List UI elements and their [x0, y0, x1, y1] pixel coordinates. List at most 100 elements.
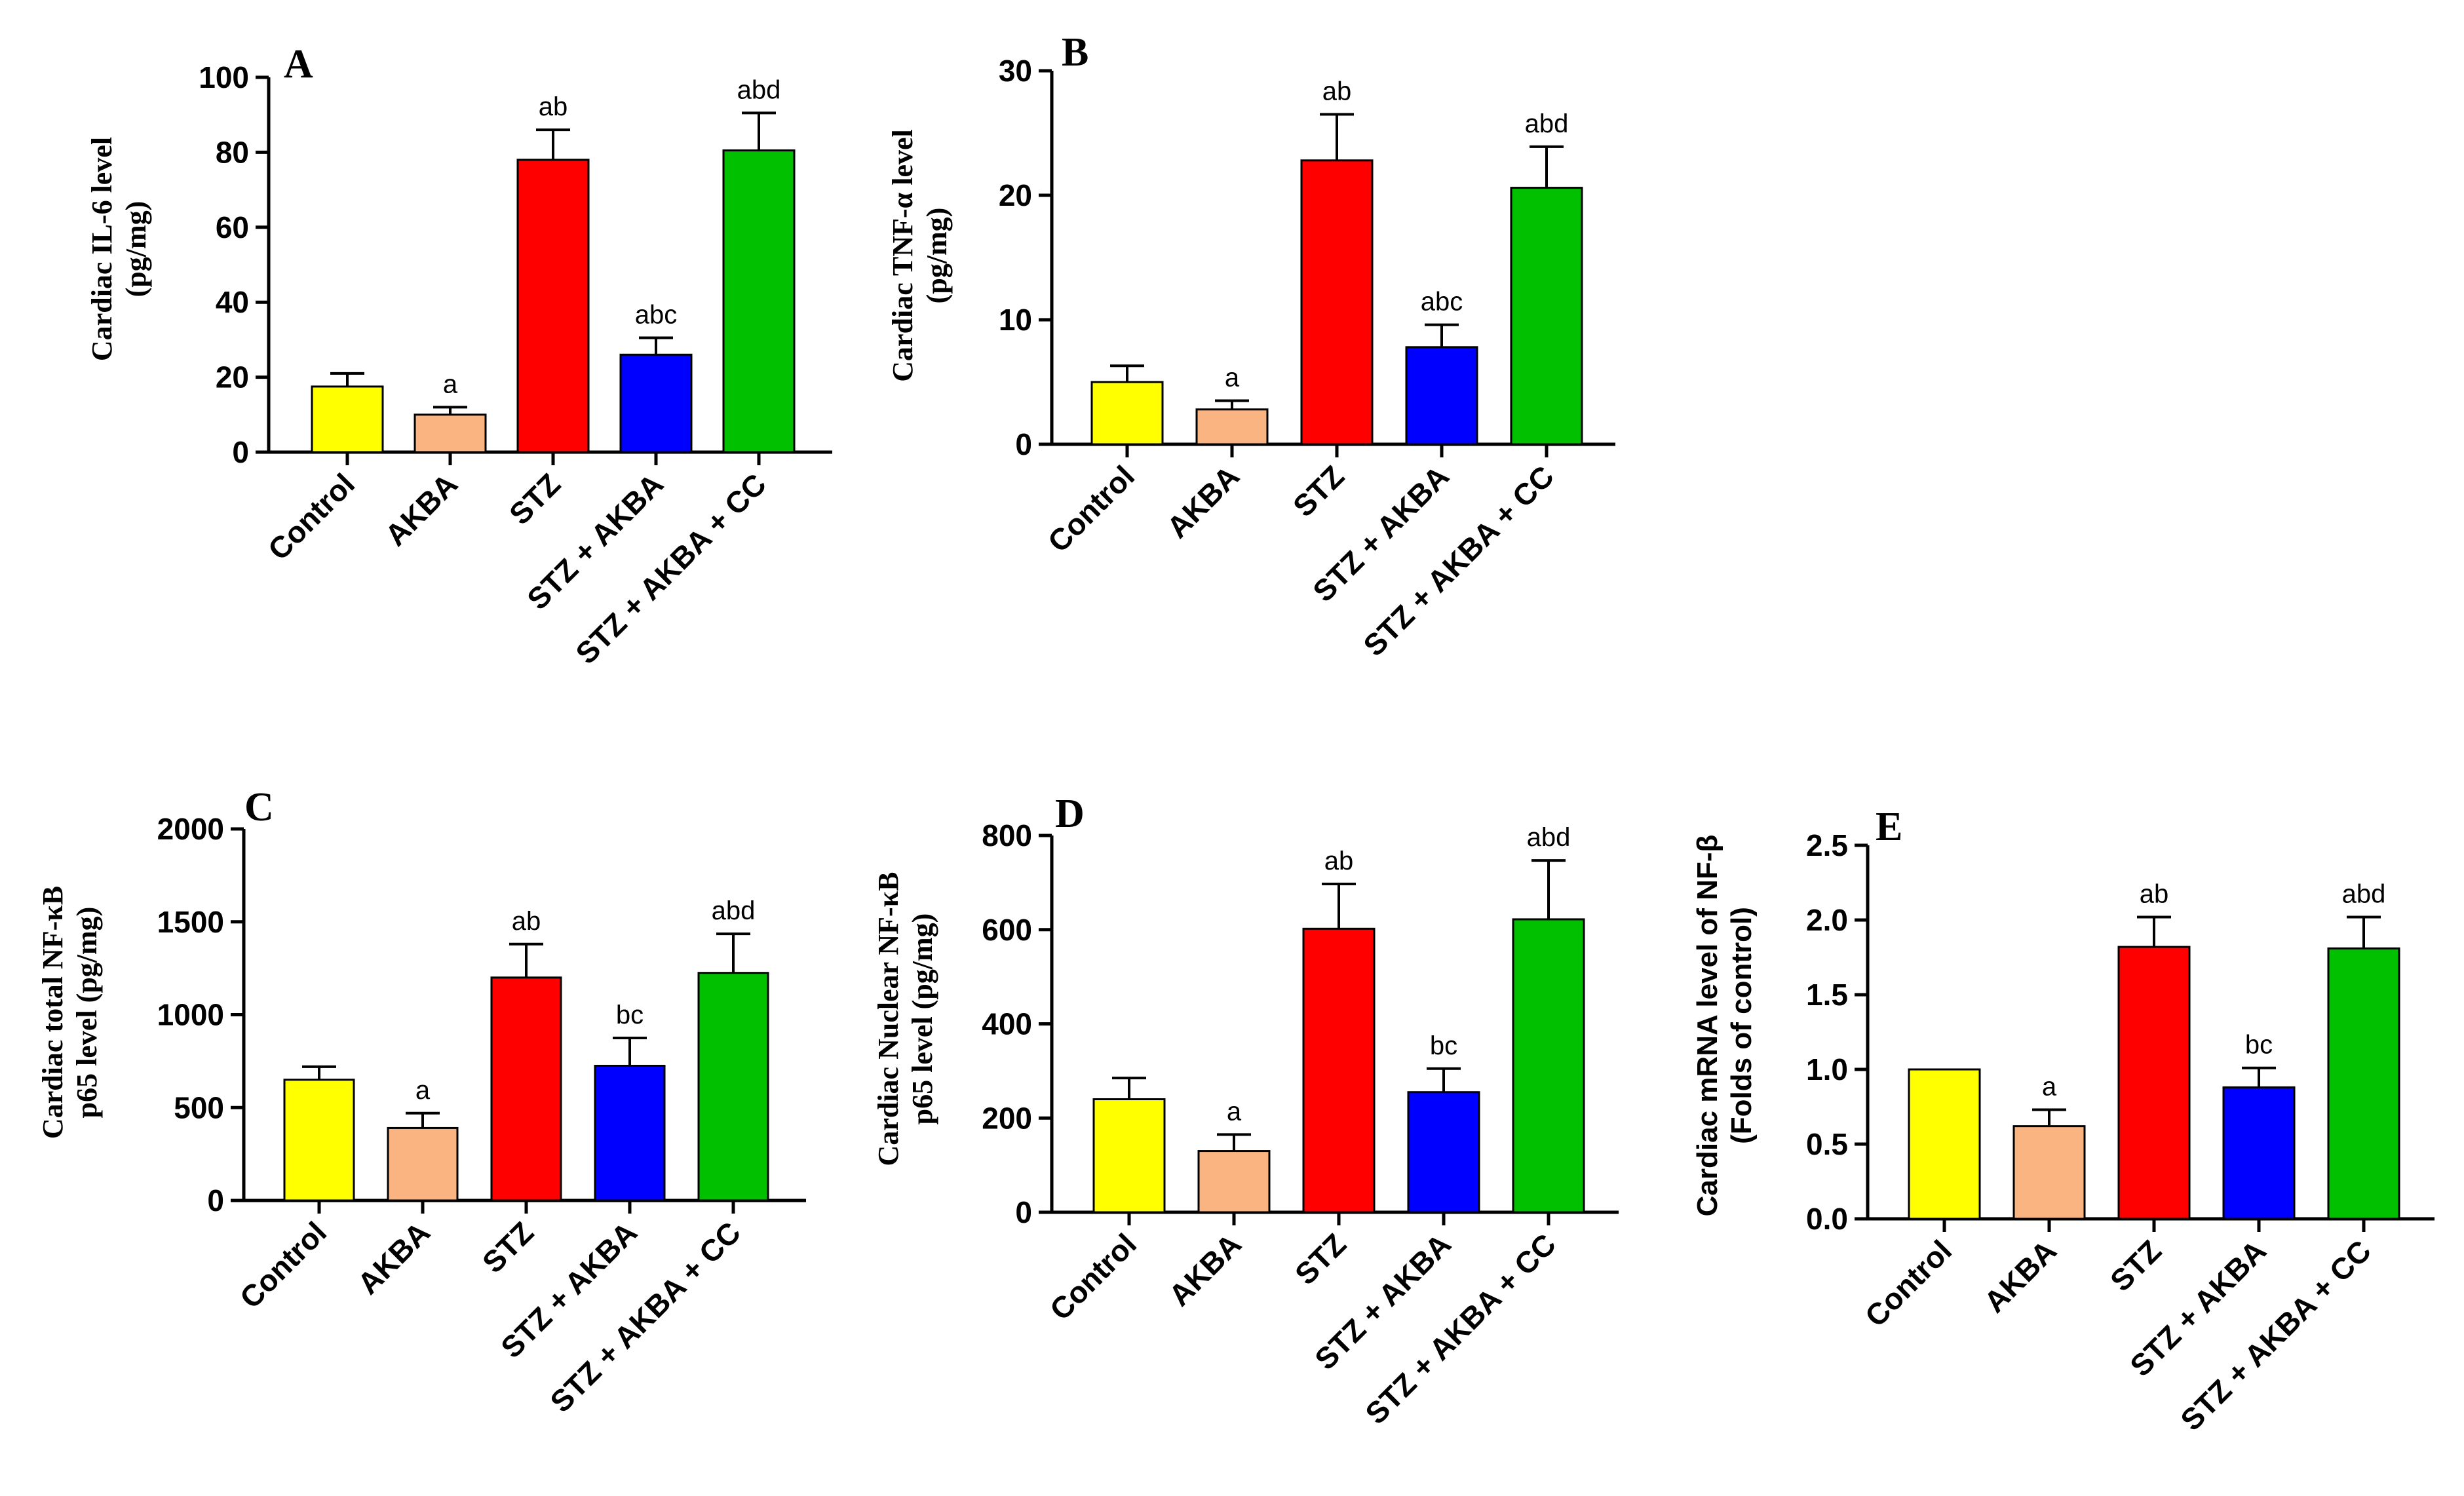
bar: [2327, 947, 2400, 1220]
x-tick-label: STZ + AKBA + CC: [543, 1215, 747, 1419]
x-tick-label: Control: [1858, 1233, 1958, 1333]
significance-label: ab: [2140, 879, 2169, 908]
y-axis-label-line: (Folds of control): [1725, 907, 1758, 1144]
bar: [1092, 1098, 1166, 1214]
bar: [2117, 946, 2191, 1220]
bar: [311, 385, 384, 453]
significance-label: a: [1225, 364, 1240, 393]
y-tick-label: 0: [232, 435, 249, 469]
significance-label: ab: [539, 92, 568, 121]
bar: [283, 1079, 355, 1202]
y-axis-label: Cardiac Nuclear NF-κB p65 level (pg/mg): [872, 872, 938, 1166]
chart-panel-a: 0 20 40 60 80 100 Cardiac IL-6 level (pg/mg) A Co…: [86, 42, 832, 670]
y-tick-label: 200: [982, 1101, 1032, 1135]
bar: [1407, 1091, 1480, 1214]
chart-panel-d: 0 200 400 600 800 Cardiac Nuclear NF-κB p65 le…: [872, 792, 1619, 1430]
x-tick-label: STZ + AKBA + CC: [2174, 1233, 2377, 1437]
panel-letter: B: [1062, 30, 1088, 75]
y-tick-label: 0: [1015, 427, 1032, 461]
significance-label: bc: [616, 1001, 644, 1029]
y-axis-label-line: (pg/mg): [120, 201, 152, 297]
bar: [2012, 1125, 2086, 1220]
x-tick-label: STZ + AKBA + CC: [1357, 459, 1560, 662]
x-tick-label: AKBA: [1160, 459, 1246, 545]
y-tick-label: 1.0: [1806, 1052, 1848, 1086]
y-axis-label: Cardiac IL-6 level (pg/mg): [86, 137, 152, 361]
x-tick-label: AKBA: [1977, 1233, 2063, 1319]
significance-label: a: [415, 1076, 431, 1105]
bar: [387, 1126, 459, 1202]
bar: [1195, 408, 1269, 446]
y-tick-label: 60: [216, 210, 249, 244]
significance-label: ab: [1324, 847, 1354, 875]
y-tick-label: 1.5: [1806, 978, 1848, 1012]
x-tick-label: Control: [1043, 1227, 1143, 1326]
significance-label: abd: [1525, 109, 1569, 138]
bar: [1302, 927, 1376, 1214]
y-tick-label: 500: [174, 1090, 224, 1124]
y-tick-label: 0.5: [1806, 1127, 1848, 1161]
bar: [1405, 346, 1478, 446]
y-tick-label: 0.0: [1806, 1202, 1848, 1236]
significance-label: a: [2042, 1073, 2057, 1102]
bar: [2222, 1086, 2296, 1220]
y-tick-label: 2000: [157, 812, 224, 846]
bar: [1197, 1150, 1271, 1214]
y-axis-label-line: Cardiac mRNA level of NF-β: [1691, 835, 1723, 1217]
bar: [516, 159, 590, 453]
significance-label: a: [443, 370, 458, 398]
bar: [1510, 187, 1583, 446]
bar: [490, 976, 562, 1202]
bar: [594, 1064, 666, 1202]
significance-label: abc: [1421, 288, 1463, 316]
significance-label: a: [1227, 1097, 1242, 1126]
x-tick-label: STZ + AKBA + CC: [1358, 1227, 1562, 1430]
y-axis-label-line: Cardiac IL-6 level: [86, 137, 118, 361]
significance-label: ab: [1322, 77, 1352, 106]
x-tick-label: STZ + AKBA + CC: [569, 467, 773, 670]
y-tick-label: 0: [207, 1183, 224, 1218]
bar: [414, 413, 487, 453]
y-axis-label-line: p65 level (pg/mg): [906, 913, 938, 1125]
y-axis-label-line: Cardiac total NF-κB: [37, 886, 69, 1139]
panel-letter: E: [1876, 805, 1902, 849]
y-tick-label: 2.0: [1806, 903, 1848, 937]
significance-label: ab: [512, 907, 541, 936]
y-tick-label: 30: [999, 54, 1032, 88]
y-tick-label: 2.5: [1806, 828, 1848, 862]
x-tick-label: Control: [233, 1215, 333, 1314]
bar: [1090, 381, 1164, 446]
x-tick-label: STZ: [1286, 459, 1351, 523]
x-tick-label: AKBA: [378, 467, 464, 552]
y-tick-label: 600: [982, 913, 1032, 947]
y-tick-label: 40: [216, 285, 249, 319]
x-tick-label: Control: [1041, 459, 1141, 558]
x-tick-label: STZ: [476, 1215, 540, 1279]
panel-letter: A: [284, 42, 313, 86]
y-tick-label: 10: [999, 303, 1032, 337]
significance-label: abd: [712, 896, 756, 925]
y-tick-label: 20: [999, 178, 1032, 212]
y-tick-label: 0: [1015, 1195, 1032, 1229]
bar: [1300, 159, 1374, 446]
bar: [697, 972, 769, 1202]
y-tick-label: 400: [982, 1007, 1032, 1041]
significance-label: bc: [1430, 1031, 1457, 1060]
bar: [1512, 918, 1585, 1214]
y-axis-label-line: Cardiac Nuclear NF-κB: [872, 872, 904, 1166]
chart-panel-b: 0 10 20 30 Cardiac TNF-α level (pg/mg) B Contro…: [887, 30, 1615, 662]
significance-label: bc: [2245, 1031, 2273, 1060]
chart-panel-e: 0.0 0.5 1.0 1.5 2.0 2.5 Cardiac mRNA level of …: [1691, 805, 2435, 1437]
x-tick-label: AKBA: [351, 1215, 436, 1301]
y-tick-label: 800: [982, 818, 1032, 853]
y-tick-label: 100: [199, 60, 249, 94]
y-axis-label: Cardiac TNF-α level (pg/mg): [887, 129, 953, 381]
panel-letter: C: [244, 785, 274, 830]
x-tick-label: STZ: [503, 467, 567, 531]
y-axis-label-line: Cardiac TNF-α level: [887, 129, 919, 381]
bar: [619, 353, 693, 453]
y-tick-label: 1000: [157, 998, 224, 1032]
significance-label: abc: [635, 301, 678, 330]
x-tick-label: Control: [261, 467, 361, 566]
panel-letter: D: [1055, 792, 1085, 836]
